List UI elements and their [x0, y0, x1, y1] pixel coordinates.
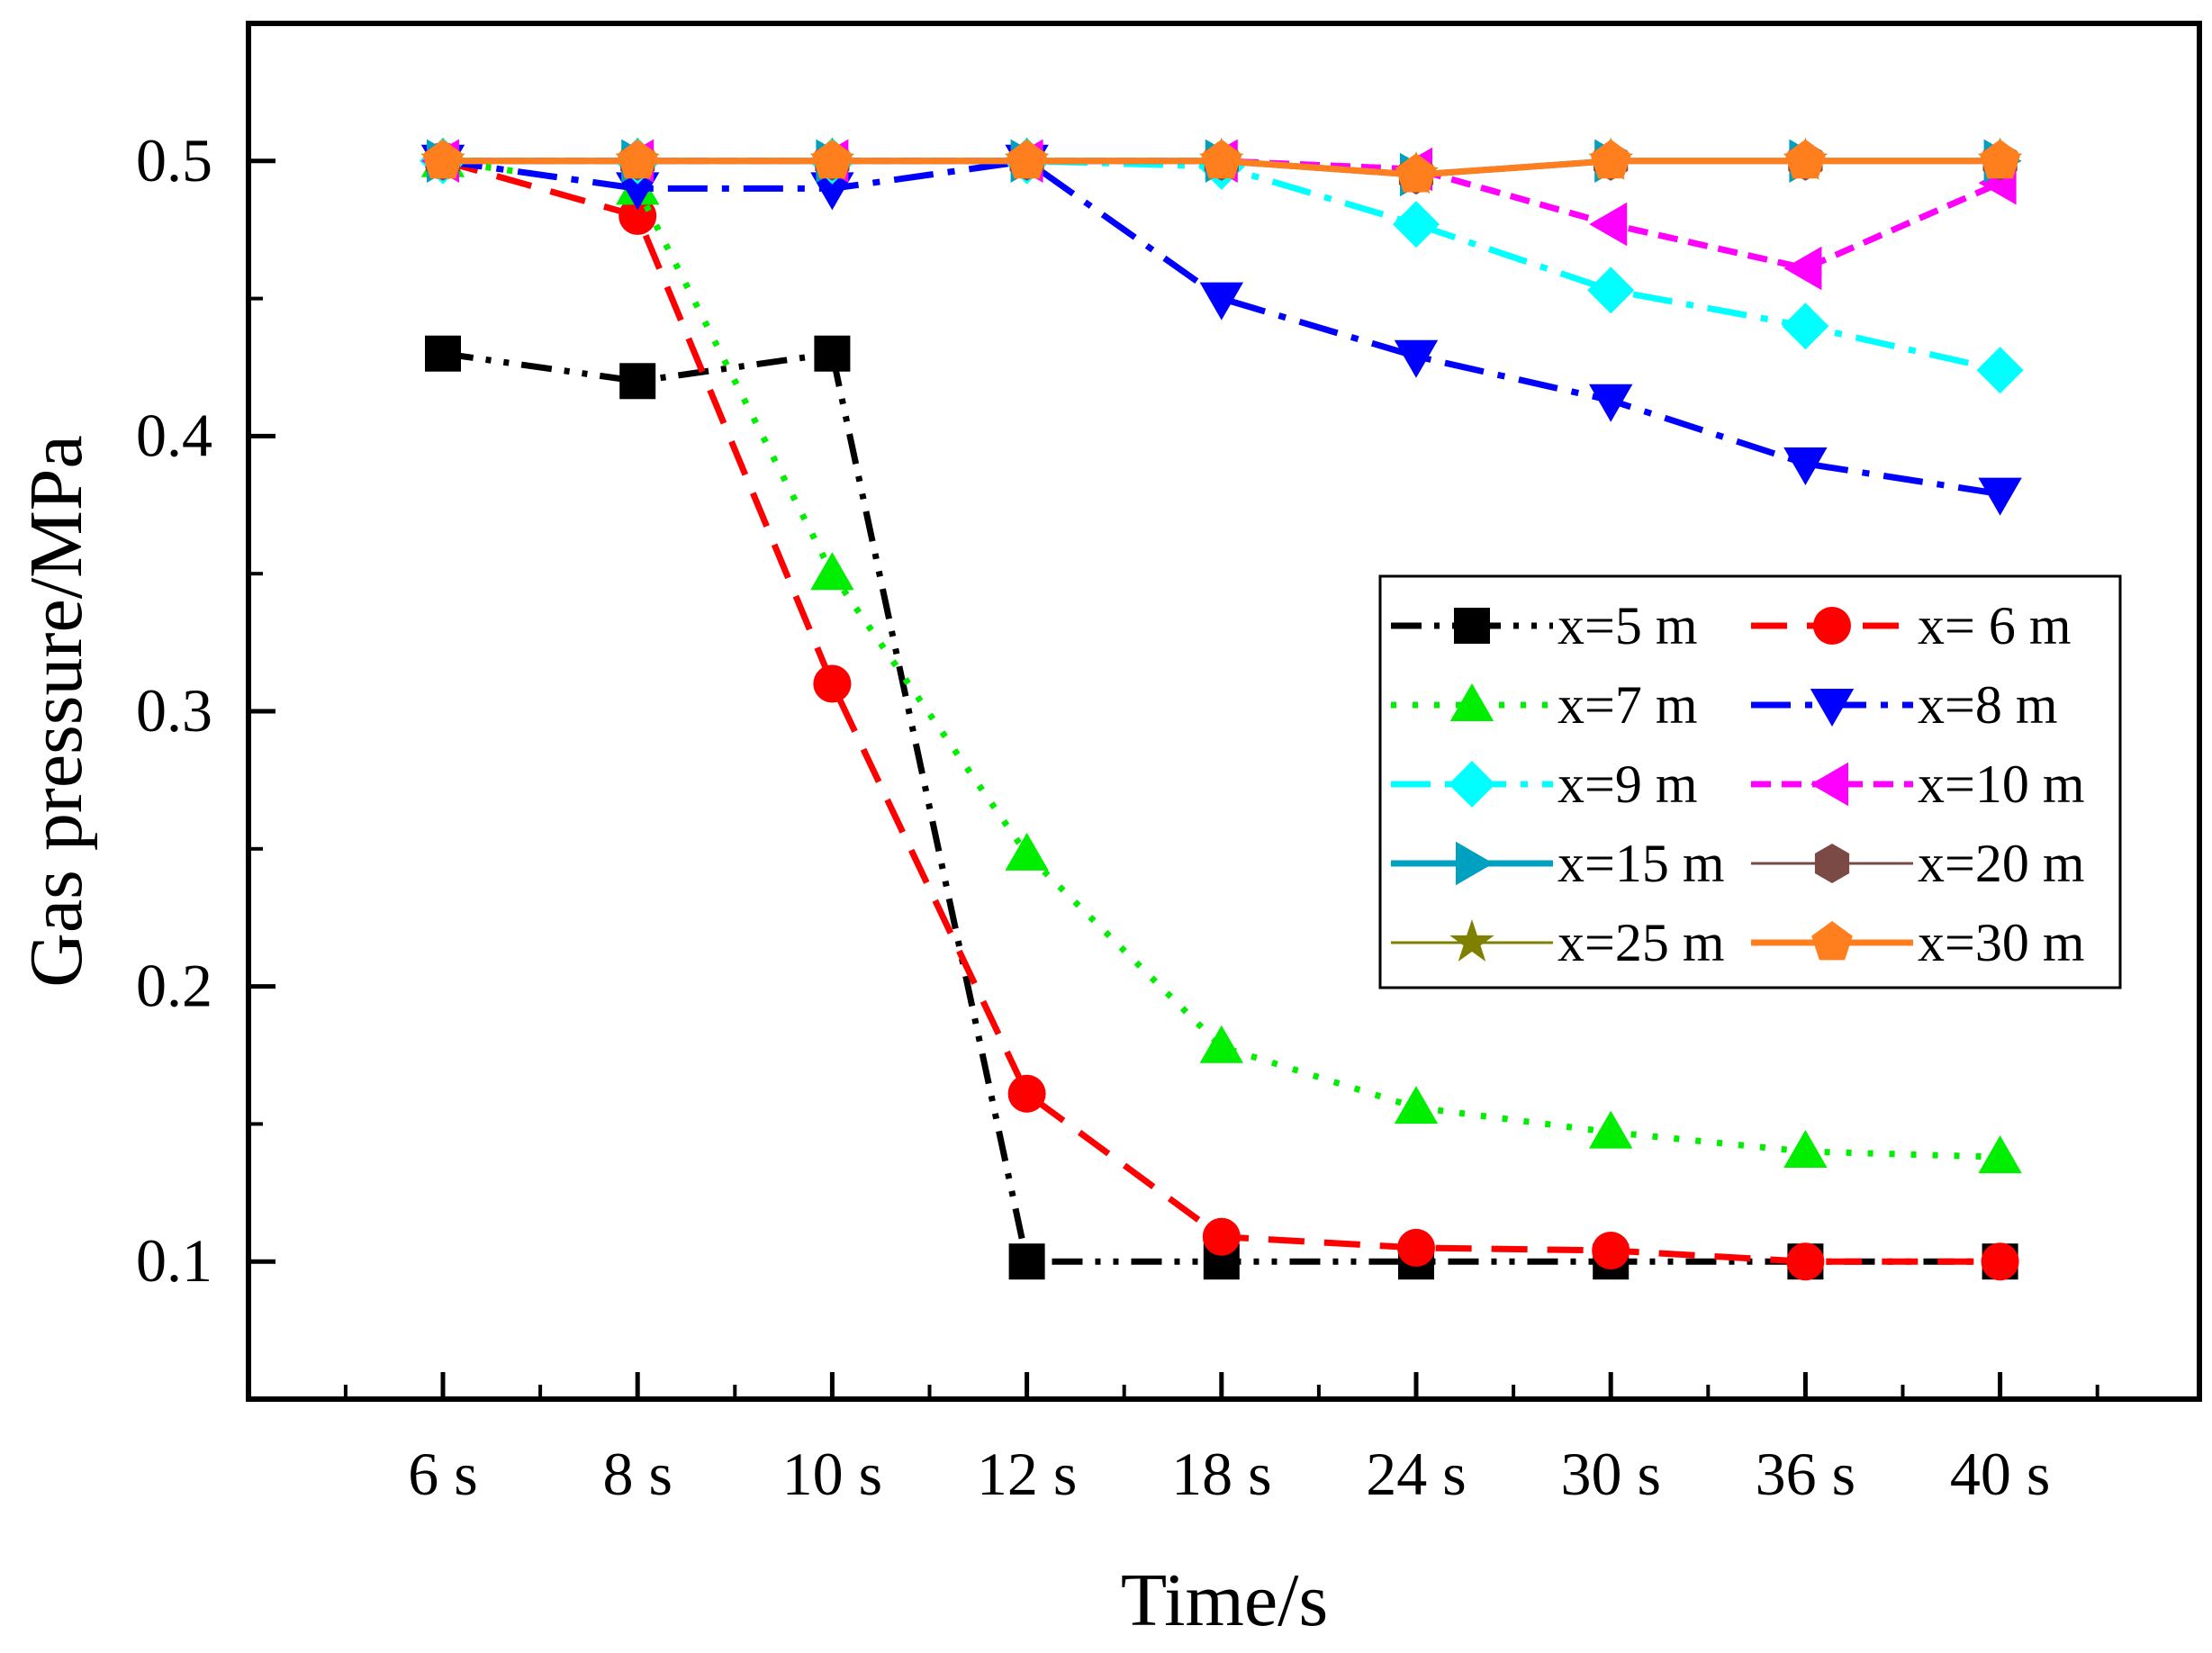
legend-marker: [1810, 762, 1848, 807]
y-tick-label: 0.1: [136, 1226, 212, 1295]
legend-marker: [1456, 841, 1494, 886]
legend-label: x=20 m: [1918, 834, 2085, 893]
x-tick-label: 12 s: [977, 1440, 1077, 1508]
data-point: [1587, 266, 1635, 314]
x-tick-label: 10 s: [782, 1440, 882, 1508]
data-point: [1978, 477, 2022, 516]
ticks-layer: 6 s 8 s 10 s 12 s 18 s 24 s 30 s 36 s 40 s 0.1 0.2…: [136, 22, 2099, 1508]
data-point: [1589, 1110, 1633, 1149]
y-tick-label: 0.2: [136, 952, 212, 1020]
data-point: [1202, 1217, 1241, 1256]
legend-label: x=5 m: [1557, 596, 1698, 655]
data-point: [1005, 832, 1049, 871]
legend-entry: x=5 m: [1391, 596, 1698, 655]
data-point: [1201, 139, 1242, 179]
series-line: [442, 158, 2001, 498]
data-point: [1592, 1231, 1630, 1269]
legend-marker: [1449, 683, 1494, 721]
y-tick-label: 0.5: [136, 126, 212, 194]
data-point: [1589, 384, 1633, 422]
legend-entry: x=20 m: [1751, 834, 2085, 893]
data-point: [1008, 1243, 1045, 1280]
data-point: [1397, 1228, 1435, 1267]
data-point: [1786, 1242, 1825, 1281]
x-axis-title: Time/s: [1121, 1558, 1328, 1642]
legend-entry: x=9 m: [1391, 754, 1698, 814]
data-point: [1784, 139, 1827, 179]
x-tick-label: 36 s: [1756, 1440, 1855, 1508]
x-tick-label: 6 s: [408, 1440, 477, 1508]
data-point: [1981, 1242, 2019, 1281]
legend-label: x=25 m: [1557, 913, 1725, 972]
legend: x=5 m x= 6 m x=7 m x=8 m x=9 m x=10 m x=15 m x=…: [1378, 574, 2122, 989]
data-point: [617, 139, 658, 179]
legend-marker: [1449, 919, 1494, 962]
legend-marker: [1454, 608, 1490, 644]
legend-entry: x=7 m: [1391, 675, 1698, 735]
legend-marker: [1814, 844, 1850, 883]
data-point: [1783, 447, 1828, 485]
legend-marker: [1811, 921, 1853, 961]
x-tick-label: 18 s: [1171, 1440, 1271, 1508]
legend-entry: x=8 m: [1751, 675, 2058, 735]
legend-marker: [1810, 689, 1855, 727]
data-point: [1590, 139, 1631, 179]
legend-entry: x=30 m: [1751, 913, 2085, 972]
data-point: [616, 172, 660, 211]
data-point: [1199, 282, 1243, 321]
data-point: [813, 664, 852, 703]
legend-marker: [1449, 761, 1495, 808]
data-point: [1783, 246, 1822, 291]
legend-entry: x= 6 m: [1751, 596, 2072, 655]
data-point: [619, 363, 656, 400]
series-x8m: [420, 144, 2022, 516]
x-tick-label: 30 s: [1560, 1440, 1660, 1508]
series-x30m: [422, 139, 2021, 193]
data-point: [1007, 1074, 1046, 1113]
legend-label: x= 6 m: [1918, 596, 2072, 655]
series-line: [442, 158, 2000, 1161]
legend-marker: [1813, 607, 1851, 645]
y-tick-label: 0.3: [136, 676, 212, 745]
data-point: [1978, 1135, 2022, 1174]
legend-entry: x=10 m: [1751, 754, 2085, 814]
data-point: [810, 172, 854, 211]
data-point: [1199, 1025, 1243, 1063]
data-point: [1976, 347, 2024, 394]
data-point: [422, 139, 464, 179]
data-point: [810, 552, 854, 591]
data-point: [1395, 153, 1437, 193]
data-point: [1393, 201, 1440, 248]
legend-entry: x=15 m: [1391, 834, 1725, 893]
data-point: [1979, 139, 2021, 179]
legend-label: x=15 m: [1557, 834, 1725, 893]
legend-label: x=10 m: [1918, 754, 2085, 814]
legend-label: x=9 m: [1557, 754, 1698, 814]
data-point: [1589, 202, 1628, 247]
data-point: [1782, 303, 1829, 350]
data-point: [1006, 139, 1048, 179]
data-point: [1394, 1086, 1439, 1125]
y-tick-label: 0.4: [136, 401, 212, 469]
data-point: [425, 335, 461, 372]
y-axis-title: Gas pressure/MPa: [14, 435, 98, 988]
legend-label: x=7 m: [1557, 675, 1698, 735]
legend-entry: x=25 m: [1391, 913, 1725, 972]
data-point: [1394, 339, 1439, 378]
data-point: [814, 335, 851, 372]
x-tick-label: 8 s: [602, 1440, 672, 1508]
data-point: [811, 139, 853, 179]
legend-label: x=30 m: [1918, 913, 2085, 972]
series-layer: [420, 137, 2024, 1281]
x-tick-label: 24 s: [1366, 1440, 1466, 1508]
x-tick-label: 40 s: [1950, 1440, 2050, 1508]
legend-label: x=8 m: [1918, 675, 2058, 735]
data-point: [1783, 1130, 1828, 1168]
